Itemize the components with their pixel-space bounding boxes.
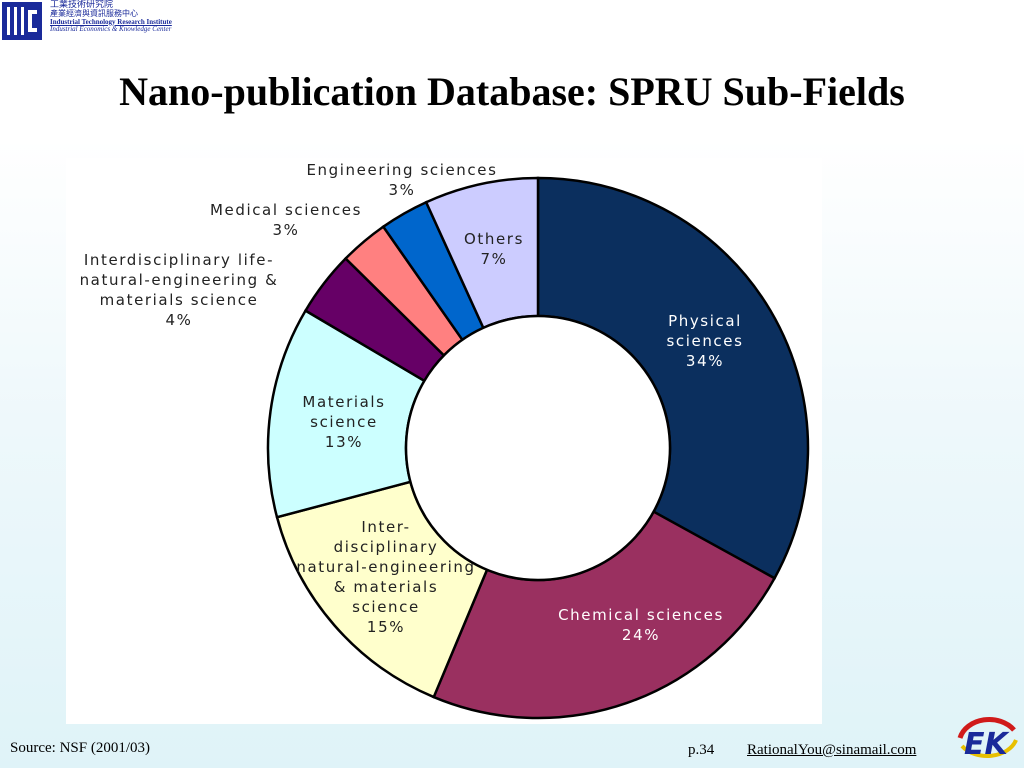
slice-label-4: Interdisciplinary life-natural-engineeri… bbox=[80, 251, 279, 329]
org-subname-zh: 產業經濟與資訊服務中心 bbox=[50, 9, 138, 19]
source-note: Source: NSF (2001/03) bbox=[10, 740, 150, 756]
slice-label-line: natural-engineering bbox=[296, 558, 475, 576]
slice-label-line: Physical bbox=[668, 312, 742, 330]
slice-label-line: Others bbox=[464, 230, 524, 248]
slice-label-line: 15% bbox=[367, 618, 405, 636]
itri-logo-icon bbox=[2, 2, 42, 40]
slice-label-0: Physical sciences 34% bbox=[666, 312, 743, 370]
slice-label-line: Materials bbox=[302, 393, 385, 411]
donut-hole bbox=[404, 314, 672, 582]
slice-label-line: Engineering sciences bbox=[306, 161, 497, 179]
org-subname-en: Industrial Economics & Knowledge Center bbox=[50, 25, 172, 34]
slice-label-line: Interdisciplinary life- bbox=[84, 251, 274, 269]
slice-label-line: & materials bbox=[334, 578, 439, 596]
page-number: p.34 bbox=[688, 742, 715, 758]
org-name-zh: 工業技術研究院 bbox=[50, 0, 114, 10]
slice-label-line: 3% bbox=[389, 181, 416, 199]
slice-label-line: Chemical sciences bbox=[558, 606, 724, 624]
slice-label-line: materials science bbox=[100, 291, 259, 309]
slice-label-line: disciplinary bbox=[334, 538, 439, 556]
slice-label-6: Engineering sciences 3% bbox=[306, 161, 497, 199]
iek-logo-icon: EK bbox=[952, 710, 1022, 766]
chart-panel: Physical sciences 34% Chemical sciences 24% I… bbox=[66, 158, 822, 724]
slice-label-line: Medical sciences bbox=[210, 201, 362, 219]
slice-label-line: Inter- bbox=[361, 518, 410, 536]
slice-label-line: 4% bbox=[166, 311, 193, 329]
svg-text:EK: EK bbox=[964, 727, 1010, 762]
slice-label-line: sciences bbox=[666, 332, 743, 350]
slice-label-1: Chemical sciences 24% bbox=[558, 606, 724, 644]
slice-label-line: 24% bbox=[622, 626, 660, 644]
slice-label-line: 34% bbox=[686, 352, 724, 370]
slice-label-line: science bbox=[310, 413, 378, 431]
slice-label-line: 7% bbox=[481, 250, 508, 268]
organization-name: 工業技術研究院 產業經濟與資訊服務中心 Industrial Technolog… bbox=[50, 0, 172, 34]
email-link[interactable]: RationalYou@sinamail.com bbox=[747, 742, 917, 758]
slice-label-5: Medical sciences 3% bbox=[210, 201, 362, 239]
slide-title: Nano-publication Database: SPRU Sub-Fiel… bbox=[119, 69, 905, 114]
slice-label-line: natural-engineering & bbox=[80, 271, 279, 289]
slice-label-7: Others 7% bbox=[464, 230, 524, 268]
slice-label-line: 3% bbox=[273, 221, 300, 239]
org-name-en: Industrial Technology Research Institute bbox=[50, 17, 172, 26]
slice-label-line: 13% bbox=[325, 433, 363, 451]
slice-label-3: Materials science 13% bbox=[302, 393, 385, 451]
donut-chart: Physical sciences 34% Chemical sciences 24% I… bbox=[80, 161, 810, 720]
slice-label-line: science bbox=[352, 598, 420, 616]
slice-label-2: Inter-disciplinary natural-engineering & m… bbox=[296, 518, 475, 636]
